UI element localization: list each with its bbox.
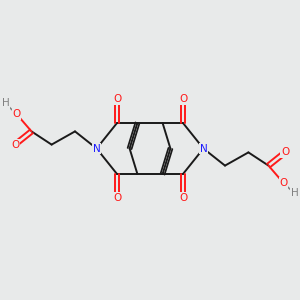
Text: O: O <box>12 109 21 119</box>
Text: H: H <box>291 188 298 199</box>
Text: N: N <box>93 143 101 154</box>
Text: O: O <box>179 193 187 203</box>
Text: O: O <box>281 147 289 158</box>
Text: O: O <box>11 140 19 150</box>
Text: H: H <box>2 98 9 109</box>
Text: O: O <box>113 193 121 203</box>
Text: N: N <box>200 143 207 154</box>
Text: O: O <box>179 94 187 104</box>
Text: O: O <box>113 94 121 104</box>
Text: O: O <box>279 178 288 188</box>
